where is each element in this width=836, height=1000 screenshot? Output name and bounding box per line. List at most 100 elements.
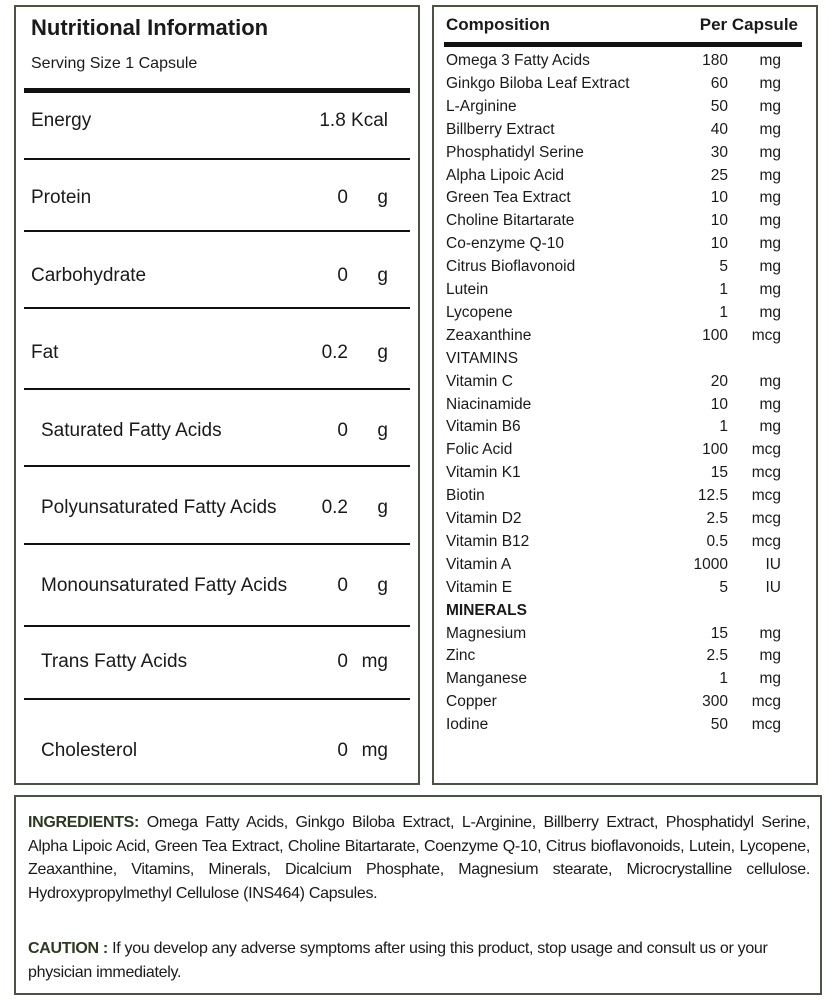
ingredient-amount: 20 (710, 372, 728, 390)
ingredient-name: Vitamin E (446, 578, 513, 596)
ingredient-amount: 1 (719, 281, 728, 298)
row-divider (24, 698, 410, 700)
ingredient-unit: mg (759, 624, 781, 642)
nutrient-unit: g (377, 265, 388, 286)
ingredients-text: INGREDIENTS: Omega Fatty Acids, Ginkgo B… (28, 814, 810, 902)
ingredient-name: Folic Acid (446, 441, 513, 459)
ingredient-unit: mcg (751, 464, 781, 482)
nutrient-unit: g (377, 187, 388, 208)
composition-row: Vitamin D2 2.5 mcg (446, 510, 781, 533)
nutrient-name: Trans Fatty Acids (41, 651, 188, 672)
ingredient-unit: mg (759, 418, 781, 436)
composition-row: Vitamin B12 0.5 mcg (446, 533, 781, 556)
ingredient-amount: 15 (710, 464, 728, 482)
nutrient-unit: g (377, 420, 388, 441)
composition-header: Composition (446, 15, 550, 34)
ingredient-amount: 5 (719, 258, 728, 276)
ingredient-unit: mcg (751, 326, 781, 344)
ingredient-amount: 10 (710, 212, 728, 230)
ingredient-name: Vitamin A (446, 555, 512, 573)
ingredient-unit: mg (759, 670, 781, 688)
ingredient-amount: 40 (710, 120, 728, 138)
row-divider (24, 388, 410, 390)
ingredient-unit: mg (759, 143, 781, 161)
ingredient-amount: 100 (702, 441, 728, 459)
ingredient-name: Iodine (446, 716, 489, 734)
nutrient-name: Saturated Fatty Acids (41, 420, 222, 441)
ingredients-panel: INGREDIENTS: Omega Fatty Acids, Ginkgo B… (14, 795, 822, 995)
composition-row: Choline Bitartarate 10 mg (446, 212, 781, 235)
ingredient-amount: 50 (710, 716, 728, 734)
composition-row: Vitamin B6 1 mg (446, 418, 781, 441)
nutrient-value: 0 (337, 265, 348, 286)
composition-row: Citrus Bioflavonoid 5 mg (446, 258, 781, 281)
ingredient-name: Manganese (446, 670, 528, 688)
nutrient-name: Polyunsaturated Fatty Acids (41, 497, 277, 518)
ingredient-name: Omega 3 Fatty Acids (446, 52, 590, 69)
nutrient-value: 0.2 (321, 342, 348, 363)
composition-row: Folic Acid 100 mcg (446, 441, 781, 464)
ingredient-unit: mg (759, 258, 781, 276)
row-divider (24, 230, 410, 232)
ingredient-amount: 300 (702, 693, 728, 711)
nutrient-value: 1.8 Kcal (319, 110, 388, 131)
ingredient-unit: mcg (751, 693, 781, 711)
serving-size: Serving Size 1 Capsule (31, 55, 198, 72)
ingredient-amount: 1 (719, 303, 728, 321)
ingredient-name: Citrus Bioflavonoid (446, 258, 576, 276)
ingredient-name: Biotin (446, 487, 485, 505)
ingredient-unit: mg (759, 281, 781, 298)
ingredient-amount: 25 (710, 166, 728, 184)
nutrient-unit: g (377, 342, 388, 363)
header-divider (444, 42, 802, 47)
nutrient-name: Fat (31, 342, 59, 363)
composition-row: Alpha Lipoic Acid 25 mg (446, 167, 781, 190)
ingredient-name: Magnesium (446, 624, 527, 642)
nutrient-unit: mg (361, 651, 388, 672)
nutrient-name: Carbohydrate (31, 265, 147, 286)
ingredient-name: Phosphatidyl Serine (446, 143, 584, 161)
ingredient-name: Vitamin C (446, 372, 513, 390)
ingredient-amount: 2.5 (706, 647, 728, 665)
composition-row: Vitamin K1 15 mcg (446, 464, 781, 487)
ingredient-amount: 1 (719, 670, 728, 688)
ingredient-unit: IU (765, 578, 782, 596)
ingredient-unit: mg (759, 303, 781, 321)
row-divider (24, 625, 410, 627)
nutrient-value: 0.2 (321, 497, 348, 518)
composition-row: Omega 3 Fatty Acids 180 mg (446, 52, 781, 75)
ingredient-amount: 60 (710, 74, 728, 92)
ingredient-amount: 0.5 (706, 532, 728, 550)
nutritional-information-panel: Nutritional Information Serving Size 1 C… (14, 5, 420, 785)
ingredient-unit: mcg (751, 487, 781, 505)
row-divider (24, 307, 410, 309)
composition-row: Lutein 1 mg (446, 281, 781, 304)
ingredient-name: Lycopene (446, 303, 513, 321)
ingredient-unit: mcg (751, 510, 781, 527)
ingredient-name: VITAMINS (446, 349, 519, 367)
ingredient-name: Zinc (446, 647, 476, 665)
nutrient-unit: g (377, 497, 388, 518)
ingredient-unit: mg (759, 166, 781, 184)
ingredient-unit: mg (759, 120, 781, 138)
ingredient-unit: mg (759, 52, 781, 69)
ingredient-name: Copper (446, 693, 497, 711)
ingredient-amount: 100 (702, 326, 728, 344)
ingredient-amount: 12.5 (697, 487, 728, 505)
composition-row: Vitamin A 1000 IU (446, 556, 781, 579)
ingredient-name: Ginkgo Biloba Leaf Extract (446, 74, 630, 92)
ingredient-unit: mg (759, 97, 781, 115)
composition-row: Lycopene 1 mg (446, 304, 781, 327)
ingredient-amount: 2.5 (706, 510, 728, 527)
ingredient-name: L-Arginine (446, 97, 517, 115)
ingredient-amount: 180 (702, 52, 728, 69)
ingredient-name: Lutein (446, 281, 489, 298)
ingredient-name: Niacinamide (446, 395, 532, 413)
composition-row: Zinc 2.5 mg (446, 647, 781, 670)
composition-row: MINERALS (446, 602, 781, 625)
ingredient-unit: mg (759, 212, 781, 230)
ingredient-name: Vitamin B6 (446, 418, 521, 436)
nutrient-unit: mg (361, 740, 388, 761)
ingredient-unit: mg (759, 74, 781, 92)
ingredient-unit: mg (759, 189, 781, 207)
